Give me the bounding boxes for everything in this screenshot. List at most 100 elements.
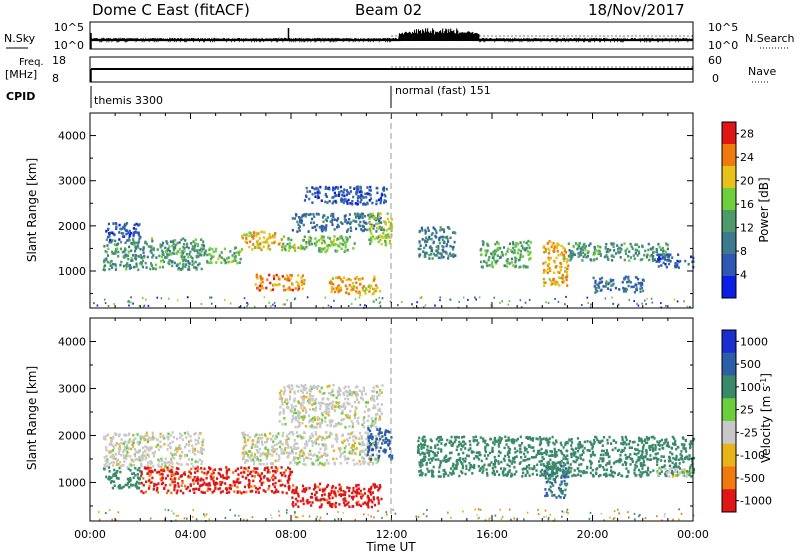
echo-cell (590, 466, 592, 469)
echo-cell (456, 465, 458, 468)
echo-cell (130, 301, 132, 303)
echo-cell (440, 226, 442, 229)
echo-cell (158, 471, 160, 474)
echo-cell (626, 281, 628, 284)
echo-cell (480, 436, 482, 439)
echo-cell (346, 394, 348, 397)
echo-cell (356, 462, 358, 465)
echo-cell (574, 253, 576, 256)
echo-cell (520, 456, 522, 459)
echo-cell (300, 396, 302, 399)
echo-cell (159, 266, 161, 269)
echo-cell (351, 285, 353, 288)
echo-cell (358, 484, 360, 487)
echo-cell (208, 466, 210, 469)
echo-cell (153, 488, 155, 491)
echo-cell (297, 223, 299, 226)
echo-cell (309, 435, 311, 438)
echo-cell (337, 217, 339, 220)
echo-cell (328, 492, 330, 495)
echo-cell (310, 222, 312, 225)
echo-cell (334, 492, 336, 495)
echo-cell (161, 483, 163, 486)
echo-cell (350, 190, 352, 193)
echo-cell (263, 246, 265, 249)
echo-cell (500, 461, 502, 464)
echo-cell (118, 435, 120, 438)
echo-cell (360, 304, 362, 306)
echo-cell (602, 285, 604, 288)
echo-cell (340, 419, 342, 422)
echo-cell (284, 303, 286, 305)
echo-cell (472, 451, 474, 454)
echo-cell (300, 436, 302, 439)
echo-cell (261, 437, 263, 440)
echo-cell (310, 385, 312, 388)
echo-cell (338, 484, 340, 487)
echo-cell (177, 447, 179, 450)
echo-cell (345, 236, 347, 239)
echo-cell (112, 487, 114, 490)
echo-cell (323, 240, 325, 243)
echo-cell (449, 237, 451, 240)
echo-cell (311, 243, 313, 246)
echo-cell (642, 290, 644, 293)
echo-cell (425, 304, 427, 306)
echo-cell (549, 278, 551, 281)
echo-cell (147, 256, 149, 259)
echo-cell (126, 484, 128, 487)
echo-cell (369, 230, 371, 233)
echo-cell (638, 459, 640, 462)
colorbar-tick-label: 24 (740, 151, 754, 164)
echo-cell (359, 460, 361, 463)
echo-cell (111, 443, 113, 446)
echo-cell (580, 470, 582, 473)
nsky-tick-bottom: 10^0 (54, 39, 84, 52)
echo-cell (440, 442, 442, 445)
echo-cell (660, 459, 662, 462)
echo-cell (357, 197, 359, 200)
echo-cell (269, 432, 271, 435)
echo-cell (321, 387, 323, 390)
echo-cell (566, 454, 568, 457)
echo-cell (121, 228, 123, 231)
echo-cell (187, 256, 189, 259)
echo-cell (324, 247, 326, 250)
echo-cell (129, 439, 131, 442)
echo-cell (356, 503, 358, 506)
echo-cell (229, 250, 231, 253)
echo-cell (508, 304, 510, 306)
echo-cell (115, 222, 117, 225)
echo-cell (177, 482, 179, 485)
echo-cell (422, 472, 424, 475)
echo-cell (542, 262, 544, 265)
echo-cell (671, 472, 673, 475)
echo-cell (352, 288, 354, 291)
echo-cell (162, 253, 164, 256)
echo-cell (368, 218, 370, 221)
echo-cell (192, 479, 194, 482)
echo-cell (111, 461, 113, 464)
echo-cell (634, 464, 636, 467)
echo-cell (122, 232, 124, 235)
echo-cell (528, 458, 530, 461)
echo-cell (157, 459, 159, 462)
echo-cell (273, 491, 275, 494)
echo-cell (467, 299, 469, 301)
echo-cell (222, 474, 224, 477)
echo-cell (362, 289, 364, 292)
echo-cell (179, 436, 181, 439)
echo-cell (152, 465, 154, 468)
echo-cell (283, 285, 285, 288)
echo-cell (157, 491, 159, 494)
echo-cell (325, 409, 327, 412)
echo-cell (361, 435, 363, 438)
echo-cell (426, 252, 428, 255)
echo-cell (126, 263, 128, 266)
echo-cell (612, 283, 614, 286)
echo-cell (248, 479, 250, 482)
echo-cell (367, 193, 369, 196)
echo-cell (379, 302, 381, 304)
echo-cell (527, 244, 529, 247)
echo-cell (537, 438, 539, 441)
